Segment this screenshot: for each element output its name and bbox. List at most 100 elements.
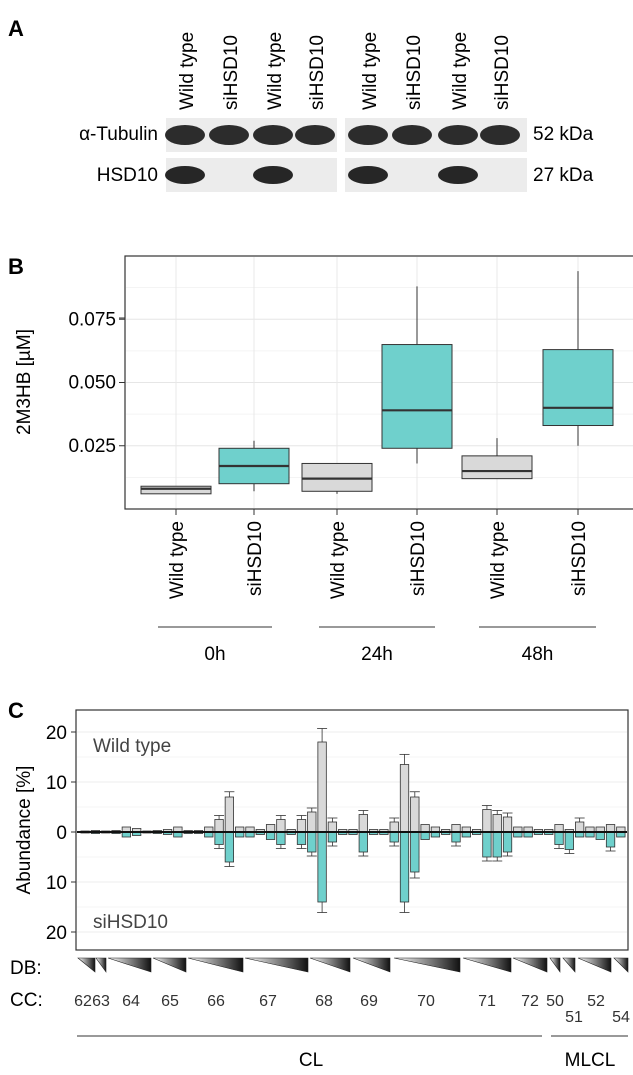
db-wedge [107, 957, 152, 973]
bar-wild-type [276, 819, 286, 833]
y-tick-label: 0 [56, 823, 67, 844]
bar-sihsd10 [358, 831, 368, 853]
x-tick-label: siHSD10 [408, 521, 429, 596]
cc-label: 69 [360, 993, 378, 1010]
blot-band [392, 125, 432, 145]
bar-sihsd10 [420, 831, 430, 840]
bar-sihsd10 [276, 831, 286, 845]
bar-wild-type [224, 796, 235, 833]
bar-sihsd10 [265, 831, 276, 840]
boxplot-y-axis-label: 2M3HB [µM] [14, 329, 35, 435]
box [140, 485, 212, 495]
cc-label: 66 [207, 993, 225, 1010]
bar-sihsd10 [502, 831, 513, 853]
bar-wild-type [492, 814, 502, 833]
cc-label: 72 [521, 993, 539, 1010]
bar-sihsd10 [410, 831, 420, 873]
boxplot-boxes [140, 271, 614, 495]
db-wedge [549, 957, 561, 973]
blot-band [253, 125, 293, 145]
x-tick-label: siHSD10 [245, 521, 266, 596]
db-wedge [352, 957, 391, 973]
bar-wild-type [451, 824, 461, 833]
blot-row-label-tubulin: α-Tubulin [79, 124, 158, 145]
cc-label: 67 [259, 993, 277, 1010]
db-wedge [95, 957, 107, 973]
bar-sihsd10 [296, 831, 307, 845]
box [301, 462, 373, 492]
lane-label: siHSD10 [404, 35, 425, 110]
bar-sihsd10 [482, 831, 492, 858]
x-tick-label: Wild type [488, 521, 509, 599]
cc-label: 54 [612, 1009, 630, 1026]
bar-wild-type [554, 824, 564, 833]
lane-label: siHSD10 [221, 35, 242, 110]
box [381, 344, 453, 449]
bar-wild-type [327, 821, 338, 833]
cc-label: 51 [565, 1009, 583, 1026]
bar-wild-type [214, 819, 224, 833]
bar-sihsd10 [554, 831, 564, 845]
blot-band [438, 125, 478, 145]
cc-label: 50 [546, 993, 564, 1010]
box [542, 349, 614, 427]
bar-sihsd10 [307, 831, 317, 853]
barplot-y-axis: 20 10 0 10 20 [46, 723, 76, 944]
bar-sihsd10 [317, 831, 327, 903]
blot-size-tubulin: 52 kDa [533, 124, 594, 145]
bar-wild-type [575, 821, 585, 833]
blot-size-hsd10: 27 kDa [533, 165, 594, 186]
blot-band [348, 125, 388, 145]
x-tick-label: Wild type [328, 521, 349, 599]
group-label: 48h [522, 644, 554, 665]
western-blot [165, 118, 527, 192]
group-label: 24h [361, 644, 393, 665]
cc-label: 52 [587, 993, 605, 1010]
barplot-grid [77, 731, 627, 933]
db-wedge [187, 957, 244, 973]
bar-sihsd10 [389, 831, 399, 843]
bar-wild-type [265, 824, 276, 833]
bar-wild-type [389, 821, 399, 833]
bar-wild-type [502, 816, 513, 833]
barplot-bars [77, 728, 627, 913]
db-row-label: DB: [10, 958, 42, 979]
db-wedge [462, 957, 512, 973]
bar-wild-type [307, 811, 317, 833]
y-tick-label: 10 [46, 773, 67, 794]
panel-label-b: B [8, 254, 24, 279]
bar-wild-type [317, 741, 327, 833]
lane-label: Wild type [450, 32, 471, 110]
group-label: 0h [204, 644, 225, 665]
y-tick-label: 0.050 [68, 373, 116, 394]
barplot-y-axis-label: Abundance [%] [14, 766, 35, 895]
cc-label: 68 [315, 993, 333, 1010]
bar-wild-type [296, 819, 307, 833]
blot-band [209, 125, 249, 145]
bar-sihsd10 [492, 831, 502, 858]
x-tick-label: siHSD10 [569, 521, 590, 596]
db-wedge [512, 957, 548, 973]
blot-row-label-hsd10: HSD10 [97, 165, 158, 186]
bar-wild-type [482, 809, 492, 833]
db-wedge [244, 957, 309, 973]
class-label: MLCL [565, 1050, 616, 1071]
cc-row-label: CC: [10, 990, 43, 1011]
bar-sihsd10 [564, 831, 574, 850]
cc-label: 63 [92, 993, 110, 1010]
bar-wild-type [410, 796, 420, 833]
x-tick-label: Wild type [167, 521, 188, 599]
db-wedge [393, 957, 461, 973]
barplot-label-wild-type: Wild type [93, 736, 171, 757]
panel-label-c: C [8, 698, 24, 723]
blot-band [438, 166, 478, 184]
db-wedge [77, 957, 96, 973]
double-bond-wedges [77, 957, 629, 973]
bar-sihsd10 [595, 831, 605, 840]
y-tick-label: 10 [46, 873, 67, 894]
cc-label: 62 [74, 993, 92, 1010]
cc-label: 71 [478, 993, 496, 1010]
y-tick-label: 0.075 [68, 309, 116, 330]
